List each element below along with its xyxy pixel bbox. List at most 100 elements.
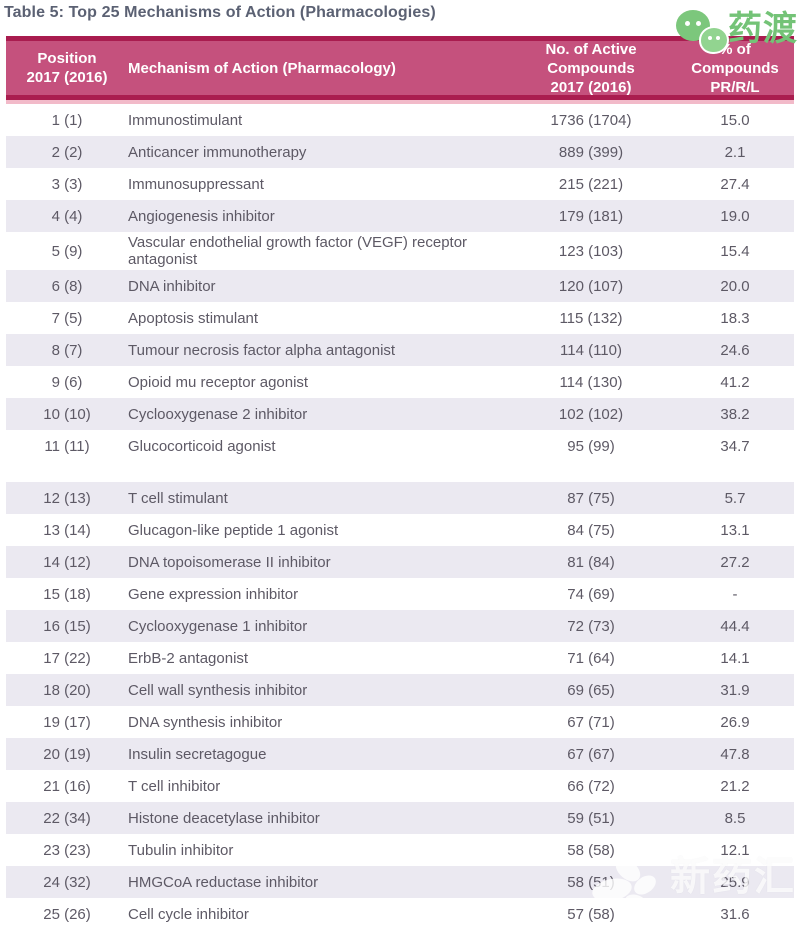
cell-position: 15 (18)	[43, 585, 91, 603]
cell-compounds: 66 (72)	[567, 777, 615, 795]
header-mechanism: Mechanism of Action (Pharmacology)	[128, 59, 396, 77]
cell-mechanism: Cyclooxygenase 1 inhibitor	[128, 617, 308, 635]
cell-compounds: 58 (58)	[567, 841, 615, 859]
cell-mechanism: ErbB-2 antagonist	[128, 649, 249, 667]
cell-percent: 24.6	[720, 341, 750, 359]
cell-percent: 15.4	[720, 242, 750, 260]
cell-compounds: 215 (221)	[558, 175, 624, 193]
chat-bubble-large-icon	[676, 10, 710, 41]
cell-mechanism: Insulin secretagogue	[128, 745, 267, 763]
cell-compounds: 67 (67)	[567, 745, 615, 763]
cell-compounds: 1736 (1704)	[550, 111, 632, 129]
cell-compounds: 114 (110)	[560, 341, 622, 359]
table-row: 1 (1) Immunostimulant 1736 (1704) 15.0	[6, 104, 794, 136]
cell-mechanism: Cell wall synthesis inhibitor	[128, 681, 308, 699]
cell-mechanism: DNA topoisomerase II inhibitor	[128, 553, 331, 571]
table-row: 2 (2) Anticancer immunotherapy 889 (399) 2.…	[6, 136, 794, 168]
cell-compounds: 889 (399)	[558, 143, 624, 161]
cell-position: 17 (22)	[43, 649, 91, 667]
cell-position: 19 (17)	[43, 713, 91, 731]
cell-mechanism: Tumour necrosis factor alpha antagonist	[128, 341, 396, 359]
table-row: 3 (3) Immunosuppressant 215 (221) 27.4	[6, 168, 794, 200]
table-row: 10 (10) Cyclooxygenase 2 inhibitor 102 (10…	[6, 398, 794, 430]
cell-percent: 41.2	[720, 373, 750, 391]
cell-position: 23 (23)	[43, 841, 91, 859]
cell-mechanism: T cell inhibitor	[128, 777, 221, 795]
yaodu-logo: 药渡	[676, 6, 798, 54]
cell-percent: 27.2	[720, 553, 750, 571]
cell-compounds: 69 (65)	[567, 681, 615, 699]
table-row: 5 (9) Vascular endothelial growth factor …	[6, 232, 794, 270]
cell-mechanism: DNA inhibitor	[128, 277, 216, 295]
cell-mechanism: Angiogenesis inhibitor	[128, 207, 275, 225]
cell-mechanism: Glucocorticoid agonist	[128, 437, 276, 455]
cell-compounds: 114 (130)	[559, 373, 623, 391]
yaodu-brand-text: 药渡	[728, 10, 798, 48]
cell-compounds: 120 (107)	[558, 277, 624, 295]
cell-position: 14 (12)	[43, 553, 91, 571]
cell-compounds: 67 (71)	[567, 713, 615, 731]
cell-position: 5 (9)	[51, 242, 83, 260]
cell-compounds: 84 (75)	[567, 521, 615, 539]
wechat-chat-bubbles-icon	[676, 6, 729, 54]
cell-position: 11 (11)	[44, 437, 90, 455]
cell-mechanism: Opioid mu receptor agonist	[128, 373, 309, 391]
cell-mechanism: T cell stimulant	[128, 489, 228, 507]
cell-position: 4 (4)	[51, 207, 83, 225]
table-row: 18 (20) Cell wall synthesis inhibitor 69 (…	[6, 674, 794, 706]
cell-percent: 34.7	[720, 437, 750, 455]
cell-percent: 18.3	[720, 309, 750, 327]
table-row: 19 (17) DNA synthesis inhibitor 67 (71) 26.…	[6, 706, 794, 738]
cell-percent: 19.0	[720, 207, 750, 225]
cell-compounds: 72 (73)	[567, 617, 615, 635]
cell-mechanism: Vascular endothelial growth factor (VEGF…	[128, 234, 468, 268]
cell-percent: 20.0	[720, 277, 750, 295]
cell-percent: 44.4	[720, 617, 750, 635]
cell-mechanism: Cell cycle inhibitor	[128, 905, 249, 923]
cell-percent: 27.4	[720, 175, 750, 193]
cell-percent: 25.9	[720, 873, 750, 891]
table-row: 22 (34) Histone deacetylase inhibitor 59 (…	[6, 802, 794, 834]
table-row: 14 (12) DNA topoisomerase II inhibitor 81 …	[6, 546, 794, 578]
cell-percent: 15.0	[720, 111, 750, 129]
table-row: 25 (26) Cell cycle inhibitor 57 (58) 31.6	[6, 898, 794, 930]
header-position: Position 2017 (2016)	[26, 50, 108, 87]
cell-compounds: 58 (51)	[567, 873, 615, 891]
cell-position: 21 (16)	[43, 777, 91, 795]
cell-position: 22 (34)	[43, 809, 91, 827]
cell-percent: 31.9	[720, 681, 750, 699]
cell-percent: 12.1	[720, 841, 750, 859]
cell-position: 10 (10)	[43, 405, 91, 423]
cell-percent: 8.5	[724, 809, 746, 827]
table-section-gap	[6, 462, 794, 482]
table-row: 13 (14) Glucagon-like peptide 1 agonist 84…	[6, 514, 794, 546]
cell-compounds: 59 (51)	[567, 809, 615, 827]
cell-compounds: 102 (102)	[558, 405, 624, 423]
cell-mechanism: DNA synthesis inhibitor	[128, 713, 283, 731]
cell-percent: 14.1	[720, 649, 750, 667]
cell-compounds: 81 (84)	[567, 553, 615, 571]
cell-position: 6 (8)	[51, 277, 83, 295]
table-row: 7 (5) Apoptosis stimulant 115 (132) 18.3	[6, 302, 794, 334]
table-header-row: Position 2017 (2016) Mechanism of Action…	[6, 36, 794, 100]
cell-position: 9 (6)	[51, 373, 83, 391]
table-body: 1 (1) Immunostimulant 1736 (1704) 15.0 2 (2)…	[6, 104, 794, 930]
cell-position: 20 (19)	[43, 745, 91, 763]
cell-mechanism: HMGCoA reductase inhibitor	[128, 873, 319, 891]
cell-percent: -	[732, 585, 738, 603]
cell-compounds: 87 (75)	[567, 489, 615, 507]
cell-mechanism: Gene expression inhibitor	[128, 585, 299, 603]
table-row: 17 (22) ErbB-2 antagonist 71 (64) 14.1	[6, 642, 794, 674]
cell-compounds: 71 (64)	[567, 649, 615, 667]
cell-percent: 26.9	[720, 713, 750, 731]
table-row: 24 (32) HMGCoA reductase inhibitor 58 (51)…	[6, 866, 794, 898]
cell-position: 2 (2)	[51, 143, 83, 161]
cell-position: 8 (7)	[51, 341, 83, 359]
cell-percent: 31.6	[720, 905, 750, 923]
cell-mechanism: Tubulin inhibitor	[128, 841, 234, 859]
header-compounds: No. of Active Compounds 2017 (2016)	[545, 41, 637, 96]
table-row: 8 (7) Tumour necrosis factor alpha antago…	[6, 334, 794, 366]
table-row: 4 (4) Angiogenesis inhibitor 179 (181) 19.0	[6, 200, 794, 232]
cell-mechanism: Immunosuppressant	[128, 175, 264, 193]
